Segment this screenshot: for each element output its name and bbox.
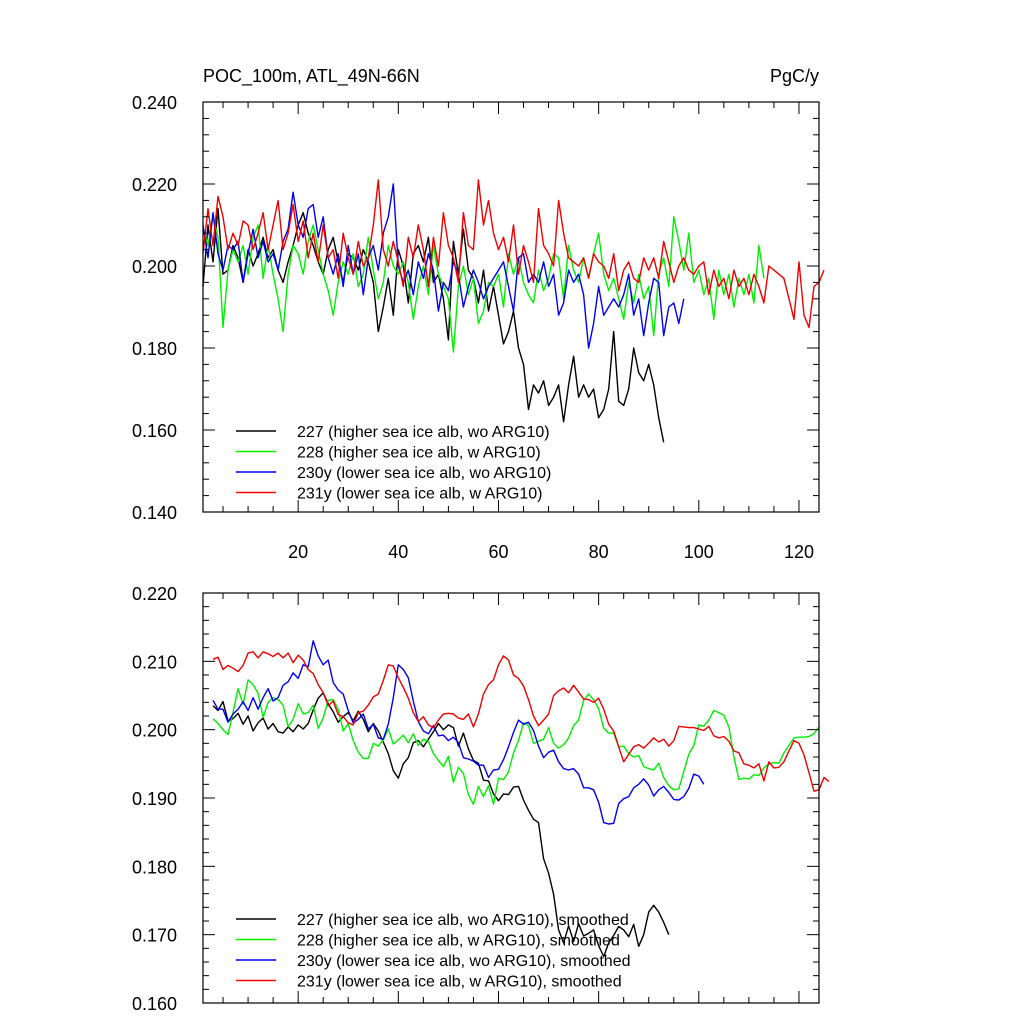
plot-frame <box>202 592 820 1004</box>
y-tick-label: 0.160 <box>132 994 177 1014</box>
x-tick-label: 20 <box>288 542 308 562</box>
x-tick-label: 100 <box>684 542 714 562</box>
y-tick-label: 0.200 <box>132 721 177 741</box>
legend-label: 230y (lower sea ice alb, wo ARG10), smoo… <box>297 953 631 970</box>
y-tick-label: 0.180 <box>132 339 177 359</box>
series-line-228-smoothed <box>212 679 820 805</box>
legend-label: 231y (lower sea ice alb, w ARG10), smoot… <box>297 974 622 991</box>
top-panel: POC_100m, ATL_49N-66N PgC/y 0.140 0.160 0.… <box>132 66 825 562</box>
x-tick-label: 40 <box>388 542 408 562</box>
chart-title: POC_100m, ATL_49N-66N <box>203 66 420 87</box>
y-tick-label: 0.200 <box>132 257 177 277</box>
x-tick-label: 60 <box>488 542 508 562</box>
bottom-panel: 0.160 0.170 0.180 0.190 0.200 0.210 0.220 227 … <box>132 584 830 1014</box>
x-tick-label: 120 <box>784 542 814 562</box>
series-line-227-smoothed <box>212 692 670 958</box>
series-line-231y <box>202 179 825 329</box>
legend-label: 227 (higher sea ice alb, wo ARG10) <box>297 424 550 441</box>
legend-label: 228 (higher sea ice alb, w ARG10) <box>297 445 541 462</box>
y-tick-label: 0.160 <box>132 421 177 441</box>
y-tick-label: 0.210 <box>132 652 177 672</box>
legend-label: 227 (higher sea ice alb, wo ARG10), smoo… <box>297 912 629 929</box>
series-line-227 <box>202 207 665 443</box>
y-tick-label: 0.190 <box>132 789 177 809</box>
series-line-228 <box>202 216 765 353</box>
units-label: PgC/y <box>770 66 819 86</box>
y-tick-label: 0.180 <box>132 857 177 877</box>
legend-label: 231y (lower sea ice alb, w ARG10) <box>297 486 542 503</box>
y-tick-label: 0.240 <box>132 93 177 113</box>
y-tick-label: 0.220 <box>132 584 177 604</box>
y-tick-label: 0.220 <box>132 175 177 195</box>
series-line-231y-smoothed <box>212 651 830 792</box>
series-line-230y <box>202 183 685 349</box>
legend-label: 228 (higher sea ice alb, w ARG10), smoot… <box>297 933 620 950</box>
y-tick-label: 0.170 <box>132 926 177 946</box>
legend-label: 230y (lower sea ice alb, wo ARG10) <box>297 465 551 482</box>
series-line-230y-smoothed <box>212 640 705 825</box>
x-tick-label: 80 <box>589 542 609 562</box>
plot-frame <box>202 101 820 513</box>
y-tick-label: 0.140 <box>132 503 177 523</box>
